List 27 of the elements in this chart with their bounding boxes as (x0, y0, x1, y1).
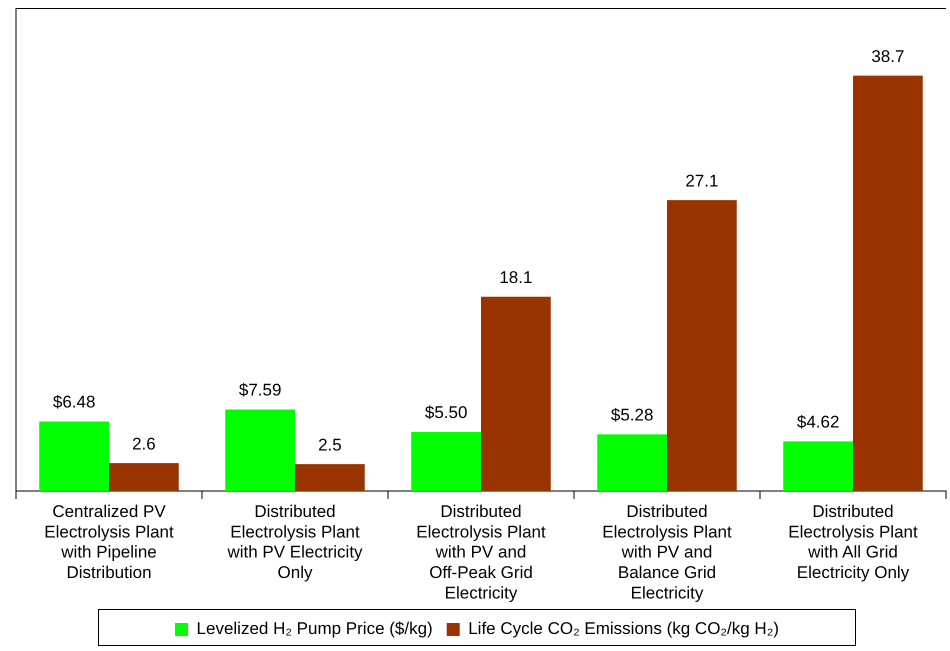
bar (783, 441, 853, 491)
x-tick-label: Distributed Electrolysis Plant with All Grid Electricity Only (788, 502, 918, 582)
data-label: 2.5 (318, 435, 342, 454)
x-tick-label: Distributed Electrolysis Plant with PV Electricity Only (226, 502, 364, 582)
data-label: $4.62 (796, 412, 840, 432)
bar (39, 421, 109, 491)
bar (597, 434, 667, 491)
data-label: $6.48 (52, 392, 96, 412)
bar (225, 410, 295, 491)
data-label: 2.6 (132, 434, 156, 454)
data-label: $5.50 (424, 403, 468, 422)
data-label: 18.1 (499, 268, 532, 287)
data-label: 38.7 (871, 46, 904, 66)
legend-label: Levelized H₂ Pump Price ($/kg) (196, 619, 433, 638)
x-tick-label: Distributed Electrolysis Plant with PV and Balance Grid Electricity (602, 502, 732, 602)
bar (667, 200, 737, 491)
bar (109, 463, 179, 491)
data-label: $7.59 (238, 380, 282, 400)
data-label: 27.1 (685, 171, 718, 190)
legend-label: Life Cycle CO₂ Emissions (kg CO₂/kg H₂) (468, 619, 779, 638)
bar (295, 464, 365, 491)
data-label: $5.28 (610, 406, 654, 425)
x-tick-label: Centralized PV Electrolysis Plant with Pipeline Distribution (44, 502, 174, 582)
bar (411, 432, 481, 491)
x-tick-label: Distributed Electrolysis Plant with PV and Off-Peak Grid Electricity (416, 502, 546, 602)
bar (853, 76, 923, 491)
bar (481, 296, 551, 491)
